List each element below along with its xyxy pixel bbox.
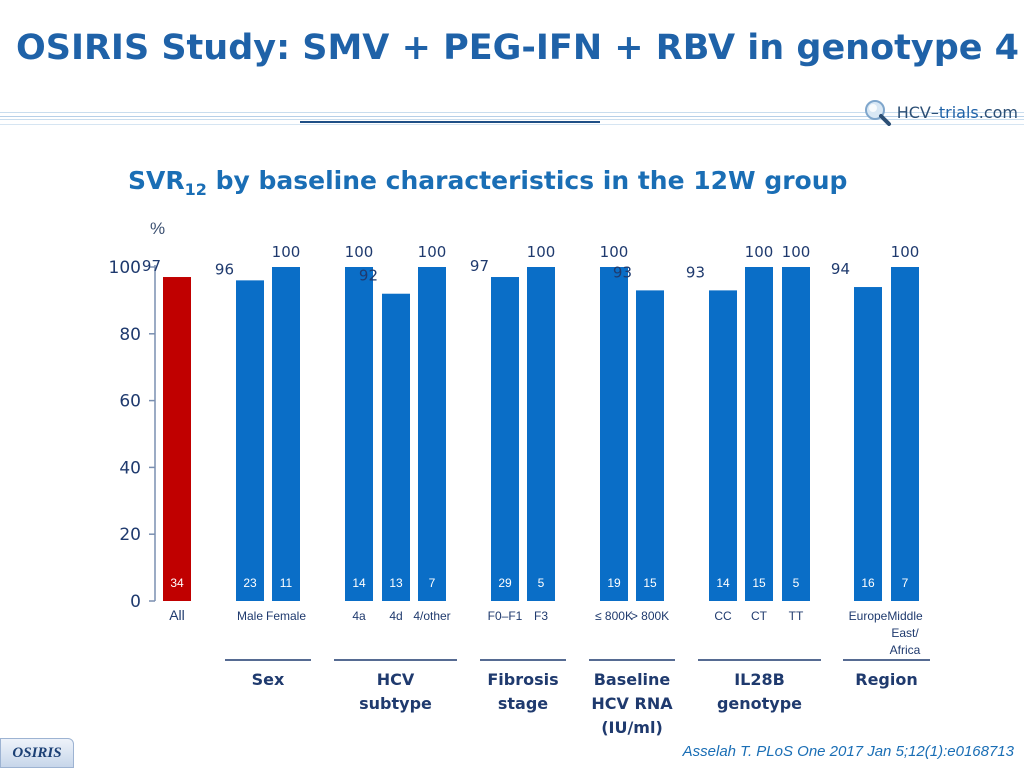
bar [600,267,628,601]
bar-value-label: 100 [345,243,374,261]
study-badge: OSIRIS [0,738,74,768]
hcv-trials-logo: HCV–trials.com [863,98,1018,126]
category-label: Middle [887,609,923,623]
citation: Asselah T. PLoS One 2017 Jan 5;12(1):e01… [682,743,1014,760]
bar-count-label: 14 [716,576,730,590]
category-label: All [169,607,185,623]
bar-value-label: 97 [142,257,161,275]
bar-value-label: 100 [600,243,629,261]
bar-count-label: 16 [861,576,875,590]
category-label: TT [789,609,804,623]
bar [163,277,191,601]
category-label: 4d [389,609,402,623]
bar [891,267,919,601]
bar-value-label: 94 [831,260,850,278]
bar-value-label: 93 [686,263,705,281]
chart-title: SVR12 by baseline characteristics in the… [128,166,848,199]
bar [236,280,264,601]
bar-value-label: 96 [215,260,234,278]
category-label: Female [266,609,306,623]
group-label: Region [855,670,918,689]
bar-value-label: 100 [745,243,774,261]
magnifier-logo-icon [864,100,891,126]
bar [782,267,810,601]
bar-count-label: 7 [429,576,436,590]
bar [709,290,737,601]
bar-value-label: 100 [418,243,447,261]
bar-value-label: 93 [613,263,632,281]
group-label: Sex [252,670,285,689]
bar-count-label: 7 [902,576,909,590]
bar [418,267,446,601]
category-label: Africa [890,643,921,657]
bar [636,290,664,601]
bar-count-label: 15 [643,576,657,590]
bar-count-label: 13 [389,576,403,590]
y-tick-label: 100 [109,258,141,278]
bar-count-label: 15 [752,576,766,590]
category-label: Europe [849,609,888,623]
bar-value-label: 100 [527,243,556,261]
group-label: stage [498,694,548,713]
bar [527,267,555,601]
bar [272,267,300,601]
header-divider [0,112,1024,132]
bar-count-label: 29 [498,576,512,590]
bar [382,293,410,601]
bar-value-label: 97 [470,257,489,275]
y-tick-label: 20 [119,525,141,545]
bar-value-label: 100 [782,243,811,261]
category-label: Male [237,609,263,623]
bar-count-label: 14 [352,576,366,590]
bar-count-label: 5 [793,576,800,590]
y-tick-label: 40 [119,458,141,478]
group-label: subtype [359,694,432,713]
y-tick-label: 0 [130,592,141,612]
group-label: Baseline [594,670,671,689]
category-label: ≤ 800K [595,609,633,623]
bar-count-label: 23 [243,576,257,590]
bar-count-label: 19 [607,576,621,590]
bar [345,267,373,601]
logo-text: HCV–trials.com [896,102,1018,122]
category-label: > 800K [631,609,669,623]
group-label: (IU/ml) [601,718,663,737]
category-label: CT [751,609,768,623]
bar-count-label: 34 [170,576,184,590]
category-label: CC [714,609,732,623]
bar-count-label: 11 [280,576,293,590]
category-label: 4/other [413,609,450,623]
category-label: F0–F1 [488,609,523,623]
y-axis-unit: % [150,219,165,238]
y-tick-label: 60 [119,392,141,412]
category-label: East/ [891,626,919,640]
category-label: F3 [534,609,548,623]
group-label: Fibrosis [487,670,558,689]
group-label: HCV [377,670,415,689]
group-label: IL28B [734,670,785,689]
page-title: OSIRIS Study: SMV + PEG-IFN + RBV in gen… [16,28,1020,68]
bar [745,267,773,601]
bar-value-label: 100 [272,243,301,261]
bar-count-label: 5 [538,576,545,590]
y-tick-label: 80 [119,325,141,345]
bar-value-label: 92 [359,267,378,285]
bar-value-label: 100 [891,243,920,261]
bar [854,287,882,601]
bar [491,277,519,601]
category-label: 4a [352,609,366,623]
group-label: HCV RNA [591,694,673,713]
group-label: genotype [717,694,802,713]
